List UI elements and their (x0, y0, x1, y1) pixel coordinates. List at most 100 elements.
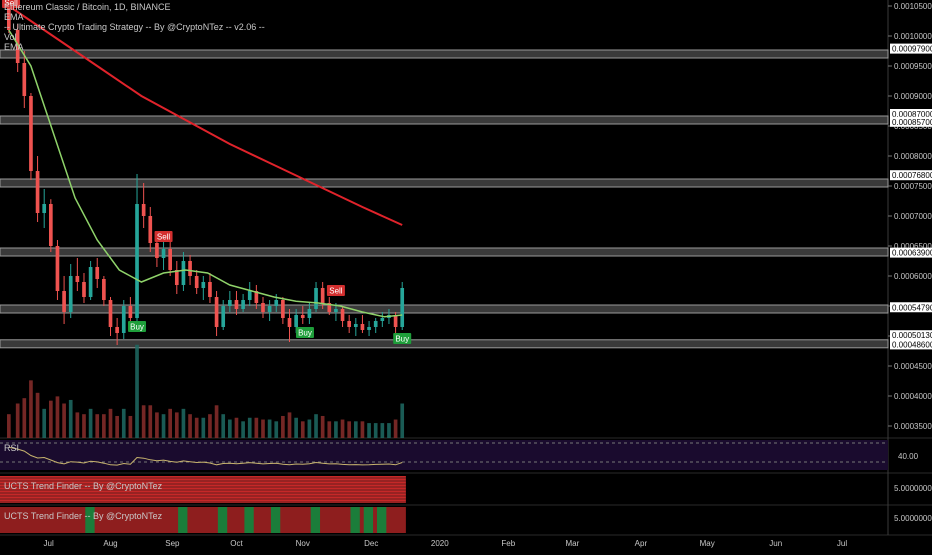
candle-body (62, 291, 66, 312)
price-level-tag (890, 302, 932, 313)
ema-slow-label: EMA (4, 42, 24, 52)
trend-green-segment (270, 507, 281, 533)
price-level-tag-text: 0.00050130 (892, 331, 932, 340)
volume-bar (181, 408, 186, 438)
candle-body (214, 297, 219, 327)
candle-body (188, 261, 192, 276)
candle-body (294, 315, 298, 327)
volume-bar (287, 412, 292, 438)
volume-bar (161, 414, 166, 438)
volume-bar (42, 408, 47, 438)
volume-bar (360, 421, 365, 438)
volume-bar (334, 421, 338, 438)
candle-body (360, 324, 365, 330)
candle-body (128, 306, 133, 318)
candle-body (102, 279, 106, 300)
volume-bar (320, 415, 325, 438)
volume-bar (367, 423, 371, 438)
volume-bar (261, 419, 265, 438)
candle-body (241, 300, 245, 309)
volume-bar (267, 419, 272, 438)
candle-body (254, 291, 259, 303)
candle-body (340, 309, 345, 321)
volume-bar (29, 380, 33, 438)
candle-body (201, 282, 206, 288)
volume-bar (347, 421, 352, 438)
x-tick-label: Aug (103, 539, 117, 548)
volume-bar (15, 403, 20, 438)
signal-label-box (393, 333, 412, 344)
volume-bar (95, 414, 100, 438)
trend-green-segment (217, 507, 228, 533)
x-tick-label: Feb (501, 539, 515, 548)
candle-body (287, 318, 292, 327)
x-tick-label: 2020 (431, 539, 449, 548)
candle-body (82, 282, 86, 297)
trend-tick-label: 5.00000000 (894, 484, 932, 493)
signal-label: Sell (4, 0, 18, 8)
candle-body (393, 315, 398, 327)
support-resistance-band (0, 115, 889, 125)
signal-label-box (154, 231, 173, 242)
signal-label-box (295, 327, 314, 338)
volume-bar (387, 423, 391, 438)
x-tick-label: Sep (165, 539, 180, 548)
volume-bar (314, 414, 318, 438)
x-tick-label: Jun (769, 539, 782, 548)
candle-body (221, 306, 226, 327)
x-tick-label: Apr (635, 539, 648, 548)
x-tick-label: Oct (230, 539, 243, 548)
volume-bar (208, 414, 212, 438)
candle-body (161, 249, 166, 258)
candle-body (347, 321, 352, 327)
candle-body (75, 276, 80, 282)
candle-body (234, 300, 239, 309)
signal-label: Buy (130, 323, 144, 332)
volume-bar (241, 421, 245, 438)
candle-body (261, 303, 265, 312)
candle-body (135, 204, 139, 318)
volume-bar (400, 403, 405, 438)
ema-fast-label: EMA (4, 12, 24, 22)
volume-bar (201, 417, 206, 438)
candle-body (334, 309, 338, 312)
candle-body (148, 216, 153, 243)
candle-body (181, 261, 186, 285)
volume-bar (353, 421, 358, 438)
volume-bar (75, 412, 80, 438)
volume-bar (194, 417, 199, 438)
candle-body (108, 300, 113, 327)
volume-bar (254, 417, 259, 438)
volume-bar (228, 419, 232, 438)
support-resistance-band (0, 247, 889, 257)
price-level-tag-text: 0.00076800 (892, 171, 932, 180)
x-tick-label: Nov (296, 539, 310, 548)
price-level-tag-text: 0.00097900 (892, 45, 932, 54)
volume-bar (148, 405, 153, 438)
trend-finder-2-bar (0, 507, 406, 533)
volume-bar (88, 408, 93, 438)
volume-bar (274, 421, 279, 438)
volume-bar (35, 392, 40, 438)
ema-fast-line (8, 29, 403, 318)
signal-label-box (128, 321, 147, 332)
candle-body (353, 324, 358, 327)
candle-body (228, 300, 232, 306)
volume-bar (380, 423, 385, 438)
volume-bar (135, 344, 139, 438)
volume-bar (22, 398, 27, 438)
volume-bar (168, 408, 173, 438)
candle-body (367, 327, 371, 330)
x-tick-label: Mar (565, 539, 579, 548)
price-level-tag-text: 0.00048600 (892, 340, 932, 349)
volume-bar (373, 423, 378, 438)
volume-bar (247, 417, 252, 438)
candle-body (314, 288, 318, 309)
price-level-tag (890, 247, 932, 258)
trend-green-segment (85, 507, 95, 533)
x-tick-label: Dec (364, 539, 378, 548)
